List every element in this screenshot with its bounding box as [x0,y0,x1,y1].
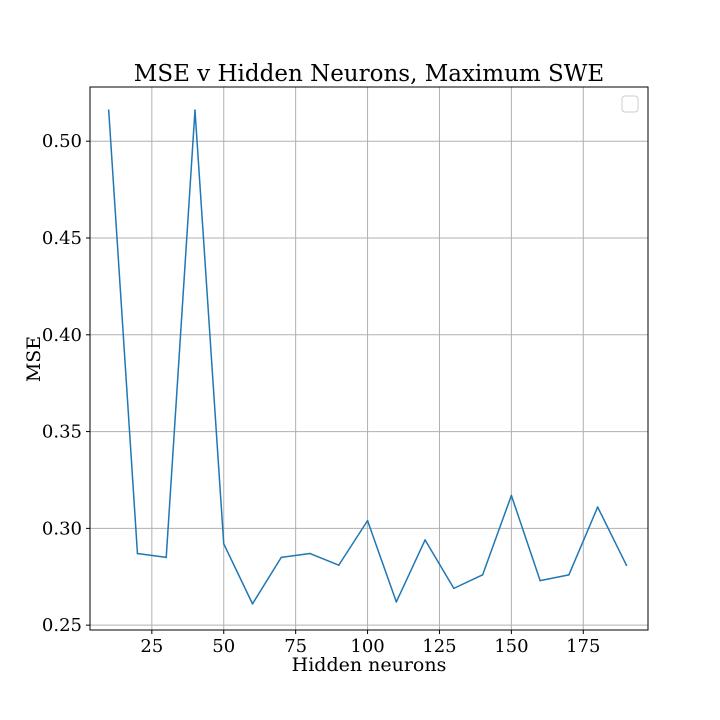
data-point [481,574,484,576]
data-point [136,552,139,555]
series-layer [107,109,628,605]
data-point [395,601,398,603]
data-point [424,539,426,541]
y-tick-label: 0.45 [42,228,82,249]
x-tick-label: 150 [494,636,528,657]
data-point [625,564,628,566]
axis-ticks [86,140,584,634]
y-tick-label: 0.40 [42,325,82,346]
data-point [251,603,254,605]
data-point [107,109,110,112]
y-tick-label: 0.25 [42,615,82,636]
x-axis-label: Hidden neurons [292,654,447,676]
data-point [280,556,283,559]
legend-box [621,95,639,113]
x-tick-label: 25 [140,636,163,657]
data-point [222,543,225,545]
x-tick-label: 175 [566,636,600,657]
data-point [568,574,570,576]
x-tick-label: 100 [350,636,384,657]
y-tick-label: 0.35 [42,422,82,443]
plot-area [89,86,649,631]
data-point [453,587,455,590]
data-point [194,109,196,112]
data-point [165,556,168,559]
y-axis-label: MSE [23,336,45,382]
data-point [337,564,340,566]
x-tick-labels: 25 50 75 100 125 150 175 [140,636,600,657]
data-point [366,519,369,522]
data-point [510,494,513,497]
data-point [596,506,599,508]
chart-title: MSE v Hidden Neurons, Maximum SWE [134,61,604,87]
x-tick-label: 50 [212,636,235,657]
y-tick-label: 0.30 [42,518,82,539]
data-point [309,552,311,555]
grid [90,87,648,630]
x-tick-label: 75 [284,636,307,657]
x-tick-label: 125 [422,636,456,657]
y-tick-label: 0.50 [42,131,82,152]
y-tick-labels: 0.25 0.30 0.35 0.40 0.45 0.50 [42,131,82,636]
data-point [539,579,541,582]
